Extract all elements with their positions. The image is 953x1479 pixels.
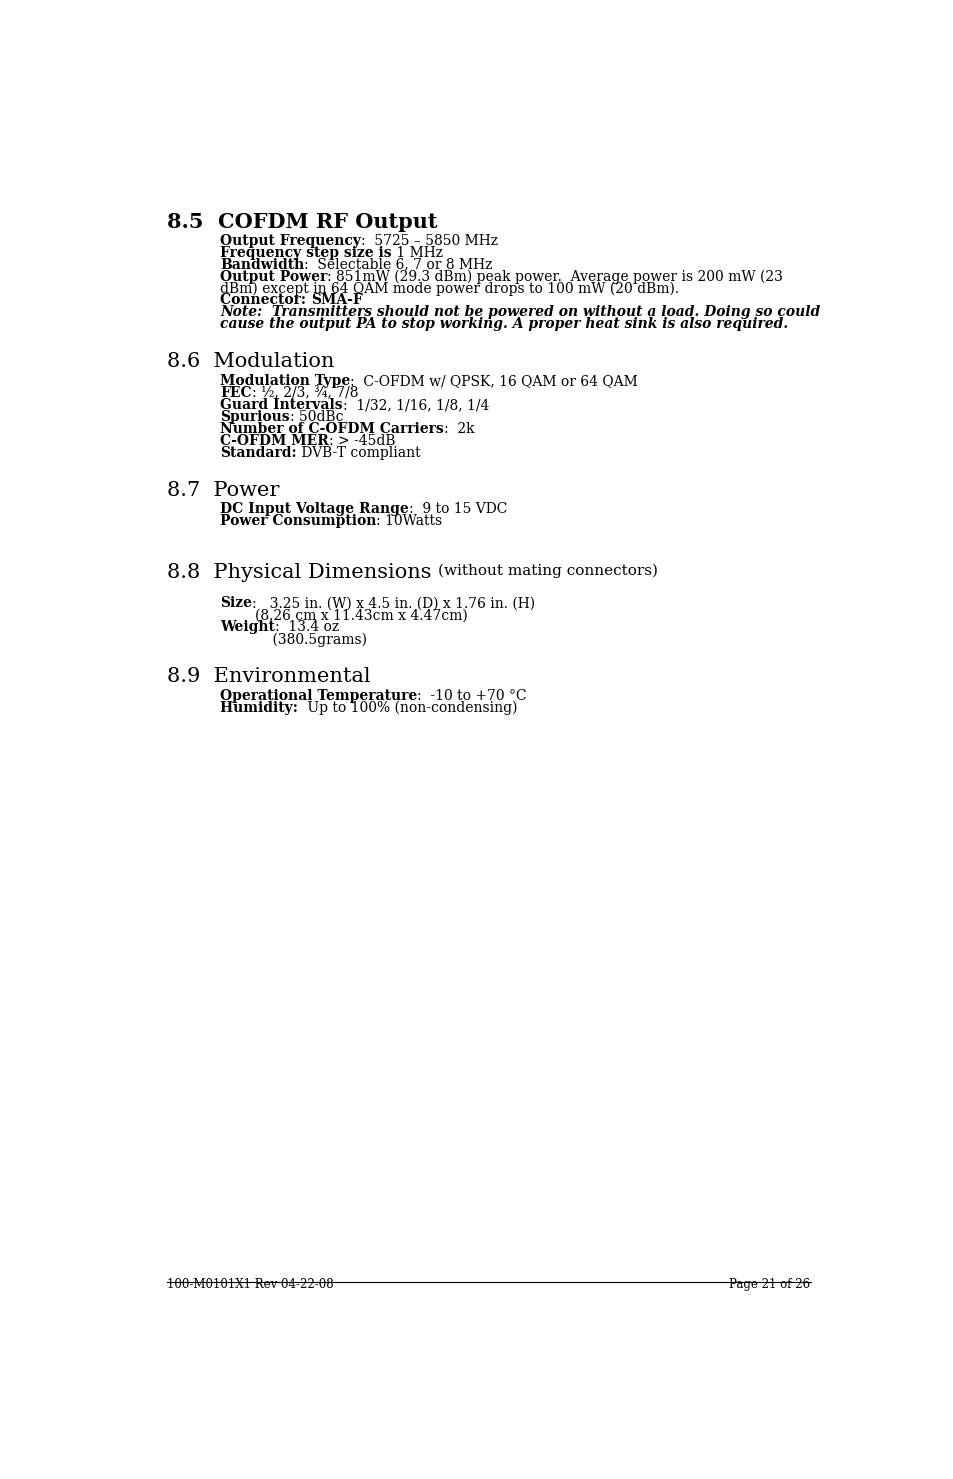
Text: Bandwidth: Bandwidth	[220, 257, 304, 272]
Text: Output Frequency: Output Frequency	[220, 234, 360, 248]
Text: : 50dBc: : 50dBc	[290, 410, 343, 424]
Text: :  1/32, 1/16, 1/8, 1/4: : 1/32, 1/16, 1/8, 1/4	[342, 398, 489, 411]
Text: (without mating connectors): (without mating connectors)	[438, 563, 658, 577]
Text: : 10Watts: : 10Watts	[376, 515, 442, 528]
Text: (8.26 cm x 11.43cm x 4.47cm): (8.26 cm x 11.43cm x 4.47cm)	[220, 608, 467, 623]
Text: 1 MHz: 1 MHz	[392, 246, 442, 260]
Text: 8.6  Modulation: 8.6 Modulation	[167, 352, 335, 371]
Text: Connector:: Connector:	[220, 293, 311, 308]
Text: :  5725 – 5850 MHz: : 5725 – 5850 MHz	[360, 234, 497, 248]
Text: Spurious: Spurious	[220, 410, 290, 424]
Text: Up to 100% (non-condensing): Up to 100% (non-condensing)	[302, 701, 517, 716]
Text: :  C-OFDM w/ QPSK, 16 QAM or 64 QAM: : C-OFDM w/ QPSK, 16 QAM or 64 QAM	[350, 374, 638, 387]
Text: DC Input Voltage Range: DC Input Voltage Range	[220, 503, 408, 516]
Text: Number of C-OFDM Carriers: Number of C-OFDM Carriers	[220, 422, 443, 436]
Text: : > -45dB: : > -45dB	[329, 433, 395, 448]
Text: :  Selectable 6, 7 or 8 MHz: : Selectable 6, 7 or 8 MHz	[304, 257, 492, 272]
Text: dBm) except in 64 QAM mode power drops to 100 mW (20 dBm).: dBm) except in 64 QAM mode power drops t…	[220, 281, 679, 296]
Text: DVB-T compliant: DVB-T compliant	[296, 445, 420, 460]
Text: Size: Size	[220, 596, 252, 611]
Text: :  9 to 15 VDC: : 9 to 15 VDC	[408, 503, 507, 516]
Text: :  13.4 oz: : 13.4 oz	[274, 620, 338, 634]
Text: 8.9  Environmental: 8.9 Environmental	[167, 667, 371, 686]
Text: :   3.25 in. (W) x 4.5 in. (D) x 1.76 in. (H): : 3.25 in. (W) x 4.5 in. (D) x 1.76 in. …	[252, 596, 535, 611]
Text: Guard Intervals: Guard Intervals	[220, 398, 342, 411]
Text: Humidity:: Humidity:	[220, 701, 302, 714]
Text: Modulation Type: Modulation Type	[220, 374, 350, 387]
Text: Output Power: Output Power	[220, 269, 327, 284]
Text: (380.5grams): (380.5grams)	[220, 632, 367, 646]
Text: : 851mW (29.3 dBm) peak power.  Average power is 200 mW (23: : 851mW (29.3 dBm) peak power. Average p…	[327, 269, 782, 284]
Text: Power Consumption: Power Consumption	[220, 515, 376, 528]
Text: FEC: FEC	[220, 386, 252, 399]
Text: 8.7  Power: 8.7 Power	[167, 481, 279, 500]
Text: Frequency step size is: Frequency step size is	[220, 246, 392, 260]
Text: 100-M0101X1 Rev 04-22-08: 100-M0101X1 Rev 04-22-08	[167, 1278, 334, 1291]
Text: Standard:: Standard:	[220, 445, 296, 460]
Text: :  -10 to +70 °C: : -10 to +70 °C	[416, 689, 526, 703]
Text: 8.8  Physical Dimensions: 8.8 Physical Dimensions	[167, 563, 438, 583]
Text: Page 21 of 26: Page 21 of 26	[729, 1278, 810, 1291]
Text: Weight: Weight	[220, 620, 274, 634]
Text: Operational Temperature: Operational Temperature	[220, 689, 416, 703]
Text: SMA-F: SMA-F	[311, 293, 362, 308]
Text: 8.5  COFDM RF Output: 8.5 COFDM RF Output	[167, 211, 437, 232]
Text: C-OFDM MER: C-OFDM MER	[220, 433, 329, 448]
Text: : ½, 2/3, ¾, 7/8: : ½, 2/3, ¾, 7/8	[252, 386, 357, 399]
Text: :  2k: : 2k	[443, 422, 474, 436]
Text: cause the output PA to stop working. A proper heat sink is also required.: cause the output PA to stop working. A p…	[220, 318, 787, 331]
Text: Note:  Transmitters should not be powered on without a load. Doing so could: Note: Transmitters should not be powered…	[220, 305, 820, 319]
